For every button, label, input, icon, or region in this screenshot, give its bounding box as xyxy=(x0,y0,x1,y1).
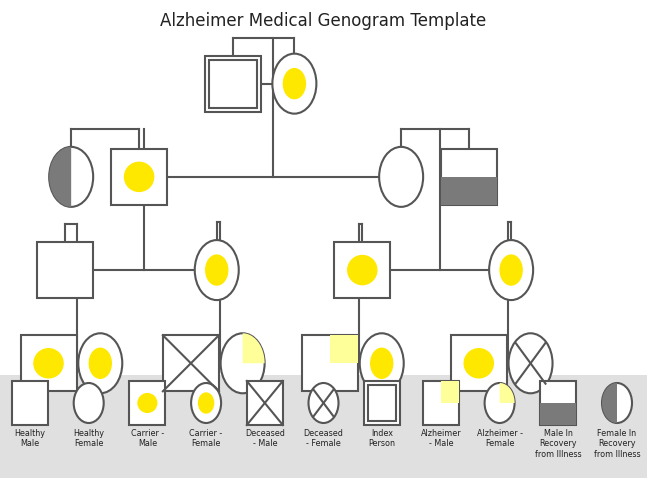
Ellipse shape xyxy=(221,333,265,393)
Text: Alzheimer
- Male: Alzheimer - Male xyxy=(421,429,461,448)
Ellipse shape xyxy=(500,255,522,285)
Bar xyxy=(163,335,219,391)
Text: Index
Person: Index Person xyxy=(369,429,396,448)
Polygon shape xyxy=(49,147,71,207)
Polygon shape xyxy=(441,381,459,403)
Ellipse shape xyxy=(206,255,228,285)
Polygon shape xyxy=(602,383,617,423)
Ellipse shape xyxy=(191,383,221,423)
Text: Carrier -
Female: Carrier - Female xyxy=(190,429,223,448)
Bar xyxy=(21,335,76,391)
Text: Healthy
Female: Healthy Female xyxy=(73,429,104,448)
Ellipse shape xyxy=(283,69,305,98)
Ellipse shape xyxy=(49,147,93,207)
FancyBboxPatch shape xyxy=(12,381,48,425)
Bar xyxy=(364,381,400,425)
Polygon shape xyxy=(441,177,497,205)
Text: Alzheimer Medical Genogram Template: Alzheimer Medical Genogram Template xyxy=(160,12,487,30)
Ellipse shape xyxy=(74,383,104,423)
Text: Deceased
- Female: Deceased - Female xyxy=(303,429,344,448)
Circle shape xyxy=(34,349,63,378)
Ellipse shape xyxy=(509,333,553,393)
Text: Healthy
Male: Healthy Male xyxy=(14,429,45,448)
Ellipse shape xyxy=(371,348,393,378)
Bar xyxy=(247,381,283,425)
Polygon shape xyxy=(540,403,576,425)
Ellipse shape xyxy=(78,333,122,393)
Circle shape xyxy=(464,349,494,378)
Ellipse shape xyxy=(379,147,423,207)
Text: Female In
Recovery
from Illness: Female In Recovery from Illness xyxy=(594,429,641,459)
Ellipse shape xyxy=(195,240,239,300)
Ellipse shape xyxy=(489,240,533,300)
Text: Carrier -
Male: Carrier - Male xyxy=(131,429,164,448)
Polygon shape xyxy=(243,333,265,363)
Ellipse shape xyxy=(360,333,404,393)
Ellipse shape xyxy=(199,393,214,413)
Circle shape xyxy=(124,163,154,191)
Bar xyxy=(0,375,647,478)
FancyBboxPatch shape xyxy=(37,242,93,298)
Bar xyxy=(368,385,396,421)
Bar xyxy=(441,149,497,205)
Bar xyxy=(302,335,358,391)
Bar xyxy=(209,60,257,108)
Text: Deceased
- Male: Deceased - Male xyxy=(245,429,285,448)
Text: Male In
Recovery
from Illness: Male In Recovery from Illness xyxy=(535,429,582,459)
Bar xyxy=(540,381,576,425)
Bar xyxy=(334,242,390,298)
Bar xyxy=(423,381,459,425)
Bar xyxy=(129,381,166,425)
Ellipse shape xyxy=(309,383,338,423)
Bar xyxy=(205,55,261,112)
Circle shape xyxy=(138,394,157,413)
Circle shape xyxy=(347,256,377,284)
Ellipse shape xyxy=(602,383,632,423)
Bar xyxy=(451,335,507,391)
Ellipse shape xyxy=(272,54,316,114)
Ellipse shape xyxy=(485,383,514,423)
Polygon shape xyxy=(499,383,514,403)
Bar xyxy=(111,149,167,205)
Ellipse shape xyxy=(89,348,111,378)
Text: Alzheimer -
Female: Alzheimer - Female xyxy=(477,429,523,448)
Polygon shape xyxy=(330,335,358,363)
